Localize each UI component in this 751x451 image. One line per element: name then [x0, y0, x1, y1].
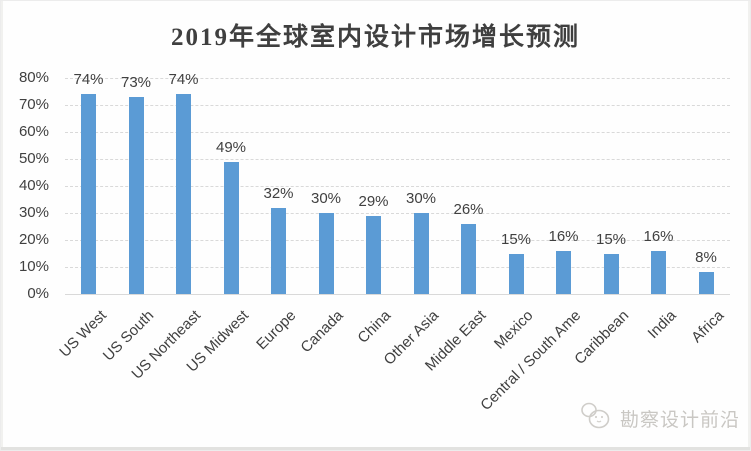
bar-canada: [318, 213, 334, 294]
bar-value-label: 15%: [500, 230, 532, 248]
bar-value-label: 15%: [595, 230, 627, 248]
bar-central-south-ame: [556, 250, 571, 294]
bar-value-label: 30%: [310, 190, 342, 207]
gridline: [65, 78, 730, 79]
bar-europe: [271, 207, 286, 294]
chart-title: 2019年全球室内设计市场增长预测: [170, 24, 580, 51]
bar-value-label: 32%: [263, 184, 294, 202]
bar-value-label: 16%: [643, 227, 674, 245]
bar-us-south: [128, 96, 144, 294]
bar-africa: [698, 272, 714, 294]
bar-us-northeast: [176, 94, 191, 294]
x-category-label: China: [354, 307, 395, 347]
bar-value-label: 30%: [405, 190, 437, 207]
y-tick-label: 50%: [18, 150, 49, 167]
y-tick-label: 40%: [18, 177, 49, 194]
gridline: [65, 267, 730, 268]
bar-value-label: 16%: [548, 227, 579, 245]
x-category-label: Africa: [687, 307, 728, 347]
x-category-label: India: [644, 307, 680, 343]
bar-india: [651, 250, 666, 294]
bar-value-label: 74%: [168, 71, 199, 89]
y-tick-label: 0%: [27, 285, 49, 302]
bar-value-label: 29%: [358, 192, 389, 210]
x-category-label: Canada: [297, 307, 348, 357]
bar-mexico: [508, 253, 524, 294]
gridline: [65, 105, 730, 106]
bar-caribbean: [603, 253, 619, 294]
gridline: [65, 132, 730, 133]
bar-value-label: 26%: [453, 200, 484, 218]
bar-china: [366, 215, 381, 294]
x-axis-line: [65, 294, 730, 295]
bar-other-asia: [413, 213, 429, 294]
bar-value-label: 8%: [695, 249, 717, 267]
bar-value-label: 73%: [120, 73, 152, 91]
gridline: [65, 213, 730, 214]
x-category-label: Europe: [253, 307, 300, 354]
watermark: 勘察设计前沿: [578, 401, 740, 436]
y-tick-label: 60%: [18, 123, 49, 140]
doodle-mascot-logo-icon: [578, 401, 614, 436]
bar-middle-east: [461, 223, 476, 294]
y-tick-label: 30%: [18, 204, 49, 221]
x-category-label: Mexico: [491, 307, 538, 353]
y-tick-label: 80%: [18, 69, 49, 86]
y-tick-label: 20%: [18, 231, 49, 248]
y-tick-label: 10%: [18, 258, 49, 275]
y-tick-label: 70%: [18, 96, 49, 113]
watermark-text: 勘察设计前沿: [619, 410, 740, 431]
bar-us-west: [81, 94, 96, 294]
gridline: [65, 240, 730, 241]
gridline: [65, 159, 730, 160]
bar-value-label: 49%: [215, 138, 247, 156]
bar-value-label: 74%: [73, 71, 104, 89]
bar-us-midwest: [223, 161, 239, 294]
gridline: [65, 186, 730, 187]
